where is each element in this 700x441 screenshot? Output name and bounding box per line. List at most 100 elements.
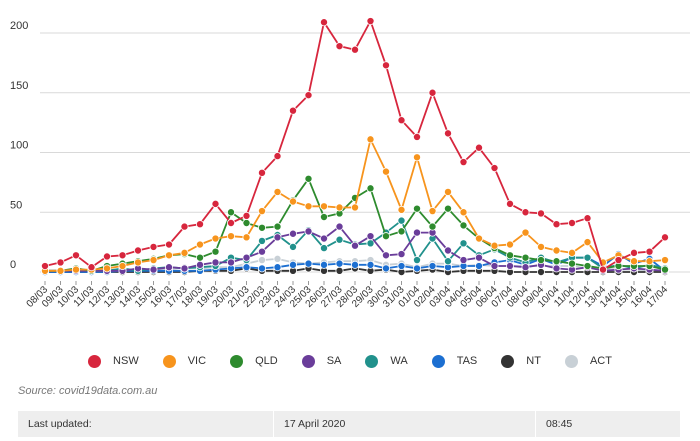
data-point[interactable] — [490, 164, 499, 173]
data-point[interactable] — [133, 258, 142, 267]
legend-item-nsw[interactable]: NSW — [88, 354, 139, 368]
data-point[interactable] — [242, 211, 251, 220]
data-point[interactable] — [273, 222, 282, 231]
data-point[interactable] — [412, 132, 421, 141]
legend-item-sa[interactable]: SA — [301, 354, 341, 368]
data-point[interactable] — [661, 265, 670, 274]
data-point[interactable] — [474, 262, 483, 271]
data-point[interactable] — [335, 259, 344, 268]
data-point[interactable] — [630, 248, 639, 257]
data-point[interactable] — [583, 238, 592, 247]
data-point[interactable] — [319, 18, 328, 27]
data-point[interactable] — [505, 199, 514, 208]
data-point[interactable] — [366, 135, 375, 144]
data-point[interactable] — [568, 248, 577, 257]
data-point[interactable] — [568, 259, 577, 268]
data-point[interactable] — [521, 263, 530, 272]
data-point[interactable] — [257, 207, 266, 216]
data-point[interactable] — [350, 260, 359, 269]
data-point[interactable] — [304, 174, 313, 183]
data-point[interactable] — [537, 256, 546, 265]
data-point[interactable] — [537, 267, 546, 276]
data-point[interactable] — [428, 207, 437, 216]
data-point[interactable] — [273, 187, 282, 196]
data-point[interactable] — [661, 233, 670, 242]
data-point[interactable] — [505, 240, 514, 249]
data-point[interactable] — [428, 88, 437, 97]
data-point[interactable] — [474, 234, 483, 243]
data-point[interactable] — [257, 247, 266, 256]
data-point[interactable] — [319, 260, 328, 269]
data-point[interactable] — [226, 258, 235, 267]
data-point[interactable] — [319, 202, 328, 211]
data-point[interactable] — [661, 256, 670, 265]
data-point[interactable] — [149, 265, 158, 274]
data-point[interactable] — [257, 264, 266, 273]
data-point[interactable] — [490, 241, 499, 250]
legend-item-nt[interactable]: NT — [501, 354, 541, 368]
data-point[interactable] — [335, 222, 344, 231]
data-point[interactable] — [366, 232, 375, 241]
data-point[interactable] — [211, 247, 220, 256]
data-point[interactable] — [443, 204, 452, 213]
data-point[interactable] — [72, 251, 81, 260]
legend-item-wa[interactable]: WA — [365, 354, 408, 368]
data-point[interactable] — [381, 232, 390, 241]
data-point[interactable] — [211, 258, 220, 267]
data-point[interactable] — [273, 152, 282, 161]
data-point[interactable] — [537, 209, 546, 218]
data-point[interactable] — [537, 242, 546, 251]
data-point[interactable] — [459, 158, 468, 167]
data-point[interactable] — [242, 263, 251, 272]
data-point[interactable] — [304, 227, 313, 236]
data-point[interactable] — [319, 244, 328, 253]
data-point[interactable] — [552, 257, 561, 266]
data-point[interactable] — [521, 228, 530, 237]
data-point[interactable] — [381, 61, 390, 70]
data-point[interactable] — [257, 256, 266, 265]
data-point[interactable] — [335, 42, 344, 51]
data-point[interactable] — [87, 263, 96, 272]
data-point[interactable] — [304, 91, 313, 100]
data-point[interactable] — [288, 229, 297, 238]
data-point[interactable] — [164, 263, 173, 272]
legend-item-qld[interactable]: QLD — [230, 354, 278, 368]
data-point[interactable] — [366, 17, 375, 26]
data-point[interactable] — [474, 143, 483, 152]
data-point[interactable] — [195, 260, 204, 269]
data-point[interactable] — [397, 116, 406, 125]
data-point[interactable] — [273, 233, 282, 242]
data-point[interactable] — [459, 239, 468, 248]
data-point[interactable] — [288, 260, 297, 269]
data-point[interactable] — [211, 234, 220, 243]
data-point[interactable] — [397, 205, 406, 214]
data-point[interactable] — [521, 253, 530, 262]
data-point[interactable] — [56, 266, 65, 275]
data-point[interactable] — [195, 220, 204, 229]
data-point[interactable] — [412, 228, 421, 237]
data-point[interactable] — [149, 242, 158, 251]
data-point[interactable] — [366, 184, 375, 193]
data-point[interactable] — [319, 234, 328, 243]
data-point[interactable] — [645, 257, 654, 266]
data-point[interactable] — [521, 208, 530, 217]
data-point[interactable] — [552, 220, 561, 229]
data-point[interactable] — [583, 262, 592, 271]
data-point[interactable] — [335, 266, 344, 275]
data-point[interactable] — [474, 253, 483, 262]
data-point[interactable] — [366, 239, 375, 248]
data-point[interactable] — [614, 256, 623, 265]
data-point[interactable] — [443, 129, 452, 138]
data-point[interactable] — [273, 263, 282, 272]
data-point[interactable] — [226, 232, 235, 241]
data-point[interactable] — [180, 248, 189, 257]
data-point[interactable] — [505, 251, 514, 260]
legend-item-vic[interactable]: VIC — [162, 354, 206, 368]
data-point[interactable] — [412, 204, 421, 213]
data-point[interactable] — [226, 219, 235, 228]
data-point[interactable] — [381, 264, 390, 273]
data-point[interactable] — [257, 223, 266, 232]
data-point[interactable] — [583, 214, 592, 223]
data-point[interactable] — [443, 246, 452, 255]
data-point[interactable] — [568, 219, 577, 228]
